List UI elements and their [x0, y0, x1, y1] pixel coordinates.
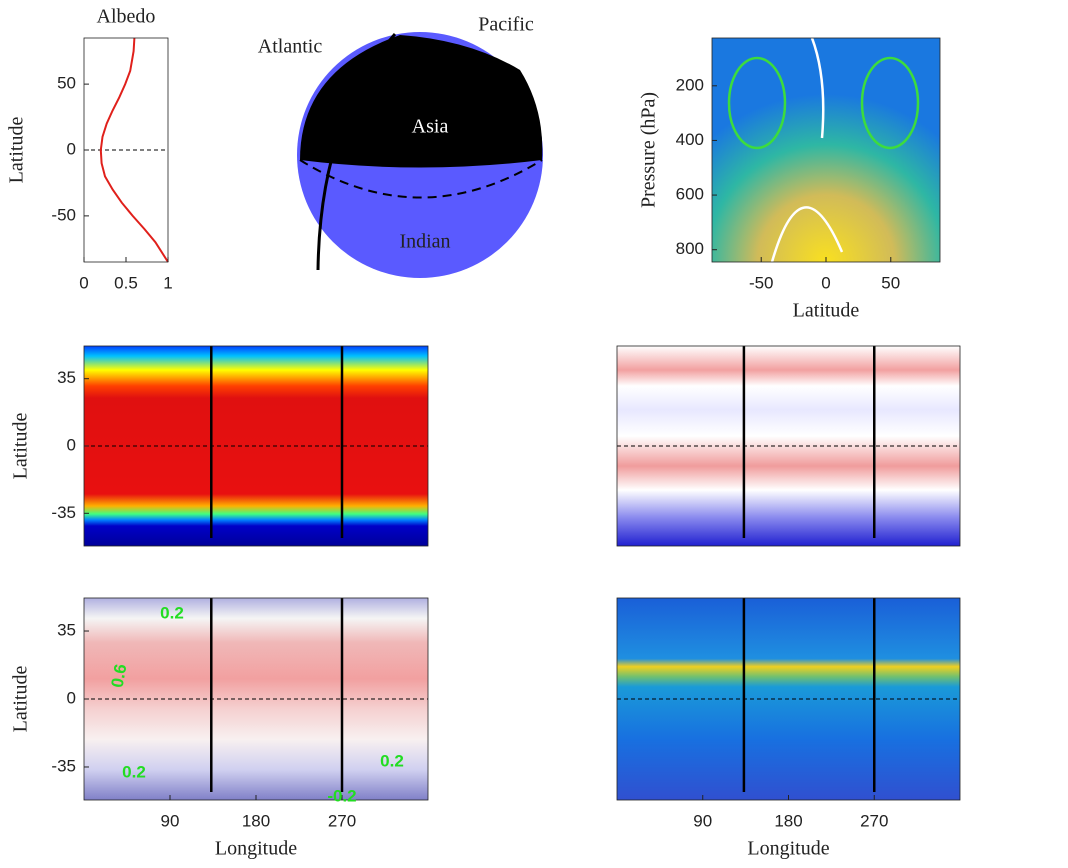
y-tick-label: -35: [51, 503, 76, 522]
y-tick-label: -50: [51, 205, 76, 224]
x-axis-label: Latitude: [793, 300, 860, 322]
contour: [810, 37, 825, 139]
x-axis-label: Longitude: [747, 838, 829, 860]
y-tick-label: 0: [67, 139, 76, 158]
y-axis-label: Pressure (hPa): [638, 92, 660, 208]
x-tick-label: 50: [881, 273, 900, 292]
globe-label: Asia: [412, 116, 449, 138]
contour: [860, 56, 920, 150]
contour: [727, 56, 787, 150]
y-tick-label: 800: [676, 239, 704, 258]
y-tick-label: 400: [676, 130, 704, 149]
x-tick-label: 0.5: [114, 273, 138, 292]
contour-label: 0.2: [160, 603, 184, 622]
x-axis-label: Longitude: [215, 838, 297, 860]
globe-label: Indian: [399, 231, 450, 253]
y-tick-label: 600: [676, 185, 704, 204]
x-tick-label: 0: [79, 273, 88, 292]
y-axis-label: Latitude: [10, 666, 32, 733]
y-tick-label: -35: [51, 756, 76, 775]
y-tick-label: 50: [57, 74, 76, 93]
contour-label: -0.2: [327, 786, 356, 805]
x-tick-label: -50: [749, 273, 774, 292]
x-tick-label: 0: [821, 273, 830, 292]
contour: [770, 206, 844, 263]
y-tick-label: 200: [676, 75, 704, 94]
albedo-line: [99, 37, 169, 263]
x-tick-label: 90: [161, 811, 180, 830]
globe-label: Atlantic: [258, 36, 323, 58]
x-tick-label: 90: [693, 811, 712, 830]
y-axis-label: Latitude: [6, 117, 28, 184]
y-tick-label: 35: [57, 621, 76, 640]
x-tick-label: 180: [242, 811, 270, 830]
y-tick-label: 35: [57, 368, 76, 387]
heatmap-field: [712, 38, 940, 262]
y-tick-label: 0: [67, 688, 76, 707]
x-tick-label: 1: [163, 273, 172, 292]
contour-label: 0.2: [122, 762, 146, 781]
contour-label: 0.6: [108, 663, 131, 690]
x-tick-label: 180: [774, 811, 802, 830]
x-tick-label: 270: [328, 811, 356, 830]
axes-frame: [616, 345, 961, 547]
globe: Atlantic Pacific Asia Indian: [258, 14, 543, 278]
x-tick-label: 270: [860, 811, 888, 830]
globe-label: Pacific: [478, 14, 534, 36]
y-axis-label: Latitude: [10, 413, 32, 480]
y-tick-label: 0: [67, 435, 76, 454]
contour-label: 0.2: [380, 751, 404, 770]
panel-title: Albedo: [97, 6, 156, 28]
